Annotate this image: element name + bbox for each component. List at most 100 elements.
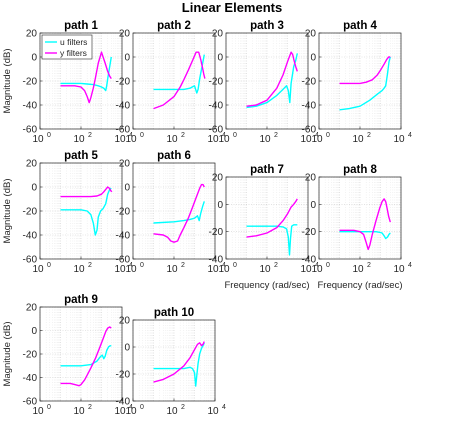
x-tick-label: 10 [125, 406, 137, 417]
x-tick-label: 10 [259, 264, 271, 275]
x-tick-exponent: 2 [367, 262, 371, 269]
x-tick-exponent: 0 [233, 262, 237, 269]
x-tick-exponent: 2 [274, 132, 278, 139]
x-tick-exponent: 0 [140, 404, 144, 411]
x-tick-label: 10 [207, 134, 219, 145]
x-tick-label: 10 [352, 264, 364, 275]
y-tick-label: -40 [209, 255, 224, 266]
y-tick-label: -40 [23, 231, 38, 242]
y-filters-line [153, 341, 205, 383]
legend-entry: u filters [60, 37, 87, 47]
y-tick-label: -40 [302, 101, 317, 112]
y-tick-label: -20 [302, 77, 317, 88]
y-tick-label: -40 [209, 101, 224, 112]
x-tick-exponent: 0 [140, 132, 144, 139]
x-tick-label: 10 [207, 264, 219, 275]
x-tick-exponent: 2 [88, 132, 92, 139]
subplot-title: path 5 [64, 150, 98, 162]
x-tick-label: 10 [32, 264, 44, 275]
x-tick-exponent: 2 [367, 132, 371, 139]
x-tick-exponent: 4 [129, 404, 133, 411]
subplot-title: path 9 [64, 294, 98, 306]
y-tick-label: -20 [23, 77, 38, 88]
y-filters-line [339, 56, 391, 85]
x-tick-label: 10 [218, 264, 230, 275]
y-tick-label: -40 [23, 373, 38, 384]
x-tick-label: 10 [311, 134, 323, 145]
x-tick-label: 10 [300, 134, 312, 145]
y-filters-line [153, 51, 206, 110]
y-tick-label: -40 [116, 397, 131, 408]
y-filters-line [60, 51, 112, 104]
y-tick-label: -40 [23, 101, 38, 112]
x-tick-exponent: 2 [181, 262, 185, 269]
y-tick-label: 20 [119, 159, 131, 170]
x-tick-label: 10 [114, 264, 126, 275]
x-tick-label: 10 [114, 134, 126, 145]
y-tick-label: -20 [302, 227, 317, 238]
u-filters-line [339, 56, 391, 111]
y-tick-label: -60 [23, 125, 38, 136]
y-tick-label: 20 [26, 159, 38, 170]
x-axis-label: Frequency (rad/sec) [317, 280, 402, 291]
y-tick-label: 20 [305, 29, 317, 40]
y-tick-label: -20 [116, 207, 131, 218]
x-tick-label: 10 [207, 406, 219, 417]
y-tick-label: -40 [116, 231, 131, 242]
u-filters-line [60, 187, 112, 236]
y-tick-label: 0 [310, 200, 316, 211]
x-tick-label: 10 [393, 264, 405, 275]
y-filters-line [339, 198, 391, 251]
x-tick-exponent: 4 [408, 132, 412, 139]
y-tick-label: 0 [124, 183, 130, 194]
subplot-title: path 10 [154, 307, 194, 319]
x-tick-exponent: 4 [408, 262, 412, 269]
subplot-title: path 7 [250, 164, 284, 176]
u-filters-line [153, 201, 205, 224]
y-tick-label: -20 [209, 227, 224, 238]
y-tick-label: 0 [217, 53, 223, 64]
y-tick-label: 0 [124, 343, 130, 354]
y-filters-line [153, 183, 205, 243]
subplot-title: path 3 [250, 20, 284, 32]
x-tick-label: 10 [166, 134, 178, 145]
y-filters-line [60, 326, 112, 387]
x-tick-label: 10 [32, 134, 44, 145]
y-tick-label: 0 [124, 53, 130, 64]
y-tick-label: 0 [31, 326, 37, 337]
x-tick-label: 10 [218, 134, 230, 145]
y-axis-label: Magnitude (dB) [2, 322, 13, 387]
x-tick-exponent: 4 [129, 132, 133, 139]
subplot-title: path 8 [343, 164, 377, 176]
u-filters-line [60, 345, 112, 367]
x-tick-label: 10 [73, 264, 85, 275]
y-tick-label: 20 [212, 29, 224, 40]
x-tick-label: 10 [32, 406, 44, 417]
x-tick-label: 10 [352, 134, 364, 145]
x-tick-exponent: 4 [222, 262, 226, 269]
x-tick-label: 10 [125, 134, 137, 145]
y-tick-label: -40 [116, 101, 131, 112]
y-tick-label: 20 [26, 29, 38, 40]
y-tick-label: 0 [31, 183, 37, 194]
x-tick-exponent: 0 [140, 262, 144, 269]
y-tick-label: -60 [302, 125, 317, 136]
x-tick-exponent: 2 [88, 262, 92, 269]
x-tick-exponent: 2 [181, 404, 185, 411]
y-axis-label: Magnitude (dB) [2, 49, 13, 114]
x-tick-exponent: 4 [129, 262, 133, 269]
y-tick-label: -20 [23, 350, 38, 361]
y-tick-label: -60 [23, 397, 38, 408]
x-tick-label: 10 [311, 264, 323, 275]
x-tick-label: 10 [166, 264, 178, 275]
legend-entry: y filters [60, 48, 87, 58]
u-filters-line [339, 231, 391, 240]
x-tick-exponent: 4 [222, 132, 226, 139]
y-tick-label: -20 [116, 77, 131, 88]
